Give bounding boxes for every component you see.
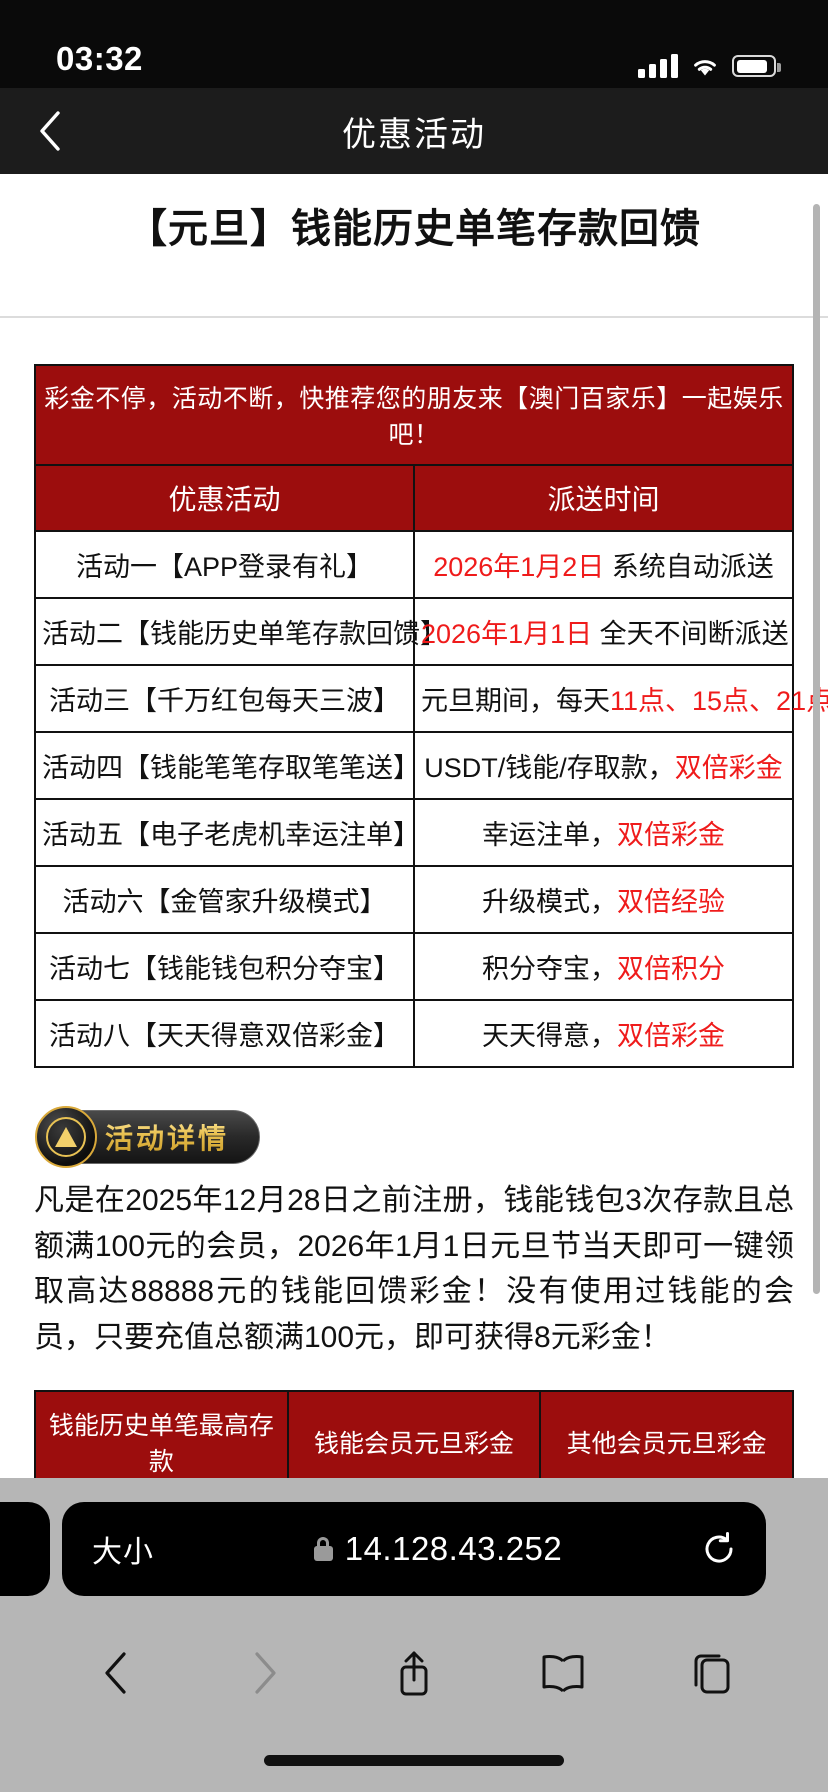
promo-time-cell: 升级模式，双倍经验 xyxy=(413,865,794,934)
activity-detail-badge: 活动详情 xyxy=(35,1106,261,1168)
promo-activity-cell: 活动一【APP登录有礼】 xyxy=(34,530,415,599)
promo-activity-cell: 活动二【钱能历史单笔存款回馈】 xyxy=(34,597,447,666)
promo-time-cell: 2026年1月2日 系统自动派送 xyxy=(413,530,794,599)
lock-icon xyxy=(313,1537,333,1561)
table-row: 活动三【千万红包每天三波】 元旦期间，每天11点、15点、21点 xyxy=(34,664,828,733)
heading-divider xyxy=(0,316,828,318)
promo-banner: 彩金不停，活动不断，快推荐您的朋友来【澳门百家乐】一起娱乐吧！ xyxy=(34,364,794,466)
promo-heading: 【元旦】钱能历史单笔存款回馈 xyxy=(127,207,701,251)
share-button[interactable] xyxy=(376,1635,452,1711)
browser-toolbar xyxy=(0,1618,828,1728)
tabs-button[interactable] xyxy=(674,1635,750,1711)
table-header-row: 优惠活动 派送时间 xyxy=(34,464,794,532)
promo-time-cell: USDT/钱能/存取款，双倍彩金 xyxy=(413,731,794,800)
promo-time-cell: 元旦期间，每天11点、15点、21点 xyxy=(413,664,828,733)
promo-activity-cell: 活动八【天天得意双倍彩金】 xyxy=(34,999,415,1068)
bookmarks-button[interactable] xyxy=(525,1635,601,1711)
app-nav-bar: 优惠活动 xyxy=(0,88,828,174)
table-row: 活动六【金管家升级模式】 升级模式，双倍经验 xyxy=(34,865,794,934)
battery-icon xyxy=(732,55,781,77)
browser-forward-button[interactable] xyxy=(227,1635,303,1711)
promo-time-cell: 积分夺宝，双倍积分 xyxy=(413,932,794,1001)
home-indicator xyxy=(264,1755,564,1766)
web-page-content: 【元旦】钱能历史单笔存款回馈 彩金不停，活动不断，快推荐您的朋友来【澳门百家乐】… xyxy=(0,174,828,1478)
url-bar[interactable]: 大小 14.128.43.252 xyxy=(62,1502,766,1596)
promo-activities-table: 彩金不停，活动不断，快推荐您的朋友来【澳门百家乐】一起娱乐吧！ 优惠活动 派送时间活… xyxy=(34,364,828,1068)
table-row: 活动二【钱能历史单笔存款回馈】 2026年1月1日 全天不间断派送 xyxy=(34,597,794,666)
reward-header-2: 其他会员元旦彩金 xyxy=(539,1390,794,1478)
promo-activity-cell: 活动七【钱能钱包积分夺宝】 xyxy=(34,932,415,1001)
table-header-row: 钱能历史单笔最高存款 钱能会员元旦彩金 其他会员元旦彩金 xyxy=(34,1390,794,1478)
reload-button[interactable] xyxy=(688,1532,736,1566)
promo-time-cell: 2026年1月1日 全天不间断派送 xyxy=(413,597,794,666)
safari-browser-chrome: 大小 14.128.43.252 xyxy=(0,1478,828,1792)
book-icon xyxy=(542,1655,584,1693)
table-row: 活动一【APP登录有礼】 2026年1月2日 系统自动派送 xyxy=(34,530,794,599)
promo-header-0: 优惠活动 xyxy=(34,464,415,532)
page-title: 优惠活动 xyxy=(342,115,486,154)
url-text: 14.128.43.252 xyxy=(344,1530,563,1567)
promo-header-1: 派送时间 xyxy=(413,464,794,532)
promo-activity-cell: 活动四【钱能笔笔存取笔笔送】 xyxy=(34,731,420,800)
promo-activity-cell: 活动六【金管家升级模式】 xyxy=(34,865,415,934)
chevron-left-icon xyxy=(40,111,60,151)
table-row: 活动八【天天得意双倍彩金】 天天得意，双倍彩金 xyxy=(34,999,794,1068)
chevron-right-icon xyxy=(255,1652,276,1694)
wifi-icon xyxy=(690,54,720,78)
cellular-signal-icon xyxy=(638,54,678,78)
status-bar: 03:32 xyxy=(0,0,828,88)
reward-tier-table: 钱能历史单笔最高存款钱能会员元旦彩金其他会员元旦彩金10元+18元8元100元+… xyxy=(34,1390,794,1478)
status-indicators xyxy=(638,54,781,78)
table-row: 活动五【电子老虎机幸运注单】 幸运注单，双倍彩金 xyxy=(34,798,794,867)
promo-activity-cell: 活动五【电子老虎机幸运注单】 xyxy=(34,798,420,867)
url-display[interactable]: 14.128.43.252 xyxy=(188,1530,688,1568)
share-icon xyxy=(400,1651,428,1696)
reward-header-1: 钱能会员元旦彩金 xyxy=(286,1390,542,1478)
activity-detail-label: 活动详情 xyxy=(105,1117,229,1157)
activity-detail-text: 凡是在2025年12月28日之前注册，钱能钱包3次存款且总额满100元的会员，2… xyxy=(34,1184,794,1354)
page-size-button[interactable]: 大小 xyxy=(92,1536,154,1569)
browser-back-button[interactable] xyxy=(78,1635,154,1711)
back-button[interactable] xyxy=(22,103,78,159)
table-banner-row: 彩金不停，活动不断，快推荐您的朋友来【澳门百家乐】一起娱乐吧！ xyxy=(34,364,794,466)
page-scrollbar[interactable] xyxy=(813,204,820,1294)
reward-header-0: 钱能历史单笔最高存款 xyxy=(34,1390,289,1478)
crown-emblem-icon xyxy=(35,1106,97,1168)
promo-time-cell: 幸运注单，双倍彩金 xyxy=(413,798,794,867)
detail-badge-row: 活动详情 xyxy=(0,1068,828,1168)
tabs-icon xyxy=(694,1654,730,1694)
promo-time-cell: 天天得意，双倍彩金 xyxy=(413,999,794,1068)
table-row: 活动七【钱能钱包积分夺宝】 积分夺宝，双倍积分 xyxy=(34,932,794,1001)
status-time: 03:32 xyxy=(56,40,143,77)
reload-icon xyxy=(705,1532,733,1563)
table-row: 活动四【钱能笔笔存取笔笔送】 USDT/钱能/存取款，双倍彩金 xyxy=(34,731,794,800)
adjacent-tab-peek[interactable] xyxy=(0,1502,50,1596)
chevron-left-icon xyxy=(105,1652,126,1694)
promo-activity-cell: 活动三【千万红包每天三波】 xyxy=(34,664,415,733)
